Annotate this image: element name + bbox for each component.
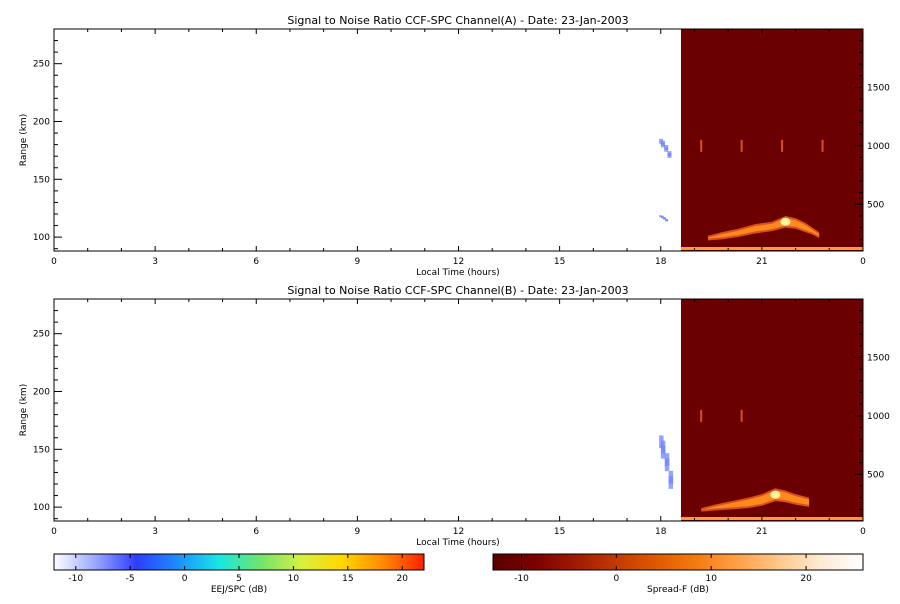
panel-b-y2-tick-label: 1000 <box>867 412 890 422</box>
panel-b-spread-f-echo-core <box>701 490 810 511</box>
panel-a-y-tick-label: 200 <box>33 118 50 128</box>
panel-a-plot-area <box>659 29 863 251</box>
panel-b-x-tick-label: 21 <box>756 527 767 537</box>
panel-a-x-tick-label: 6 <box>253 257 259 267</box>
panel-b-x-tick-label: 18 <box>655 527 667 537</box>
panel-a-x-tick-label: 3 <box>152 257 158 267</box>
panel-a-x-tick-label: 0 <box>860 257 866 267</box>
panel-b-y-tick-label: 100 <box>33 503 50 513</box>
colorbar-eej: -10 -5 0 5 10 15 20 EEJ/SPC (dB) <box>53 553 425 595</box>
panel-a-y2-tick-label: 1500 <box>867 83 890 93</box>
panel-b-ylabel: Range (km) <box>19 384 29 436</box>
panel-a-x-tick-label: 12 <box>453 257 464 267</box>
panel-b-x-tick-label: 3 <box>152 527 158 537</box>
panel-b-spread-f-bin <box>700 409 703 422</box>
colorbar-spread-f-label: Spread-F (dB) <box>647 585 709 595</box>
panel-a-x-tick-label: 9 <box>355 257 361 267</box>
panel-a-ylabel: Range (km) <box>19 114 29 166</box>
panel-a-eej-echo <box>667 153 672 158</box>
panel-a-y-tick-label: 100 <box>33 233 50 243</box>
colorbar-spread-f-ticks: -10 0 10 20 <box>514 554 812 584</box>
panel-a: Signal to Noise Ratio CCF-SPC Channel(A)… <box>19 14 890 278</box>
colorbar-eej-tick-label: -5 <box>126 574 135 584</box>
panel-a-xlabel: Local Time (hours) <box>416 268 499 278</box>
panel-b-x-tick-label: 9 <box>355 527 361 537</box>
panel-b-x-tick-label: 0 <box>51 527 57 537</box>
colorbar-eej-ticks: -10 -5 0 5 10 15 20 <box>68 554 408 584</box>
panel-a-axes: 0 3 6 9 12 15 18 21 0 100 150 200 250 500 1000 1500 <box>33 28 890 267</box>
panel-b: Signal to Noise Ratio CCF-SPC Channel(B)… <box>19 284 890 548</box>
panel-b-title: Signal to Noise Ratio CCF-SPC Channel(B)… <box>287 284 628 297</box>
panel-a-eej-echo <box>660 142 665 148</box>
panel-b-x-tick-label: 12 <box>453 527 464 537</box>
panel-b-spread-f-bin <box>740 409 743 422</box>
panel-b-x-tick-label: 6 <box>253 527 259 537</box>
panel-a-y-tick-label: 250 <box>33 60 50 70</box>
panel-a-spread-f-bin <box>700 139 703 152</box>
panel-b-y2-tick-label: 1500 <box>867 353 890 363</box>
panel-b-spread-f-echo-peak <box>770 490 781 499</box>
panel-a-spread-f-bin <box>740 139 743 152</box>
panel-a-spread-f-echo-core <box>707 217 820 239</box>
panel-b-eej-echo <box>664 458 670 472</box>
panel-b-bottom-echo-band <box>680 517 863 520</box>
panel-a-y2-tick-label: 500 <box>867 200 884 210</box>
panel-a-bottom-echo-band <box>680 247 863 250</box>
colorbar-spread-f-gradient <box>492 553 864 571</box>
panel-a-spread-f-bin <box>821 139 824 152</box>
panel-a-spread-f-bin <box>781 139 784 152</box>
panel-b-y-tick-label: 200 <box>33 388 50 398</box>
panel-a-x-tick-label: 0 <box>51 257 57 267</box>
panel-b-axes: 0 3 6 9 12 15 18 21 0 100 150 200 250 500 1000 1500 <box>33 298 890 537</box>
colorbar-eej-tick-label: 5 <box>236 574 242 584</box>
colorbar-eej-label: EEJ/SPC (dB) <box>211 585 267 595</box>
panel-a-eej-echo <box>660 216 664 219</box>
colorbar-eej-tick-label: -10 <box>68 574 83 584</box>
panel-a-eej-echo <box>664 146 669 152</box>
colorbar-eej-tick-label: 0 <box>182 574 188 584</box>
panel-a-x-tick-label: 15 <box>554 257 565 267</box>
colorbar-spread-f-tick-label: 20 <box>800 574 812 584</box>
colorbar-spread-f-tick-label: 0 <box>613 574 619 584</box>
colorbar-eej-tick-label: 20 <box>397 574 409 584</box>
panel-a-title: Signal to Noise Ratio CCF-SPC Channel(A)… <box>287 14 628 27</box>
panel-b-plot-area <box>659 299 863 521</box>
panel-b-x-tick-label: 15 <box>554 527 565 537</box>
panel-b-y2-tick-label: 500 <box>867 470 884 480</box>
panel-b-x-tick-label: 0 <box>860 527 866 537</box>
colorbar-spread-f-tick-label: 10 <box>705 574 717 584</box>
panel-a-spread-f-region <box>680 29 863 251</box>
panel-b-y-tick-label: 250 <box>33 330 50 340</box>
panel-b-xlabel: Local Time (hours) <box>416 538 499 548</box>
panel-b-spread-f-region <box>680 299 863 521</box>
colorbar-eej-tick-label: 15 <box>342 574 353 584</box>
colorbar-spread-f: -10 0 10 20 Spread-F (dB) <box>492 553 864 595</box>
colorbar-spread-f-tick-label: -10 <box>514 574 529 584</box>
panel-a-y-tick-label: 150 <box>33 175 50 185</box>
colorbar-eej-tick-label: 10 <box>288 574 300 584</box>
panel-b-eej-echo <box>660 445 666 459</box>
panel-a-y2-tick-label: 1000 <box>867 142 890 152</box>
panel-a-eej-echo <box>665 219 668 222</box>
panel-a-eej-echo <box>663 217 666 220</box>
panel-b-eej-echo <box>668 476 674 489</box>
panel-a-spread-f-echo-peak <box>780 217 791 226</box>
panel-a-x-tick-label: 18 <box>655 257 667 267</box>
panel-a-x-tick-label: 21 <box>756 257 767 267</box>
panel-a-eej-echo <box>659 215 662 218</box>
panel-b-y-tick-label: 150 <box>33 445 50 455</box>
